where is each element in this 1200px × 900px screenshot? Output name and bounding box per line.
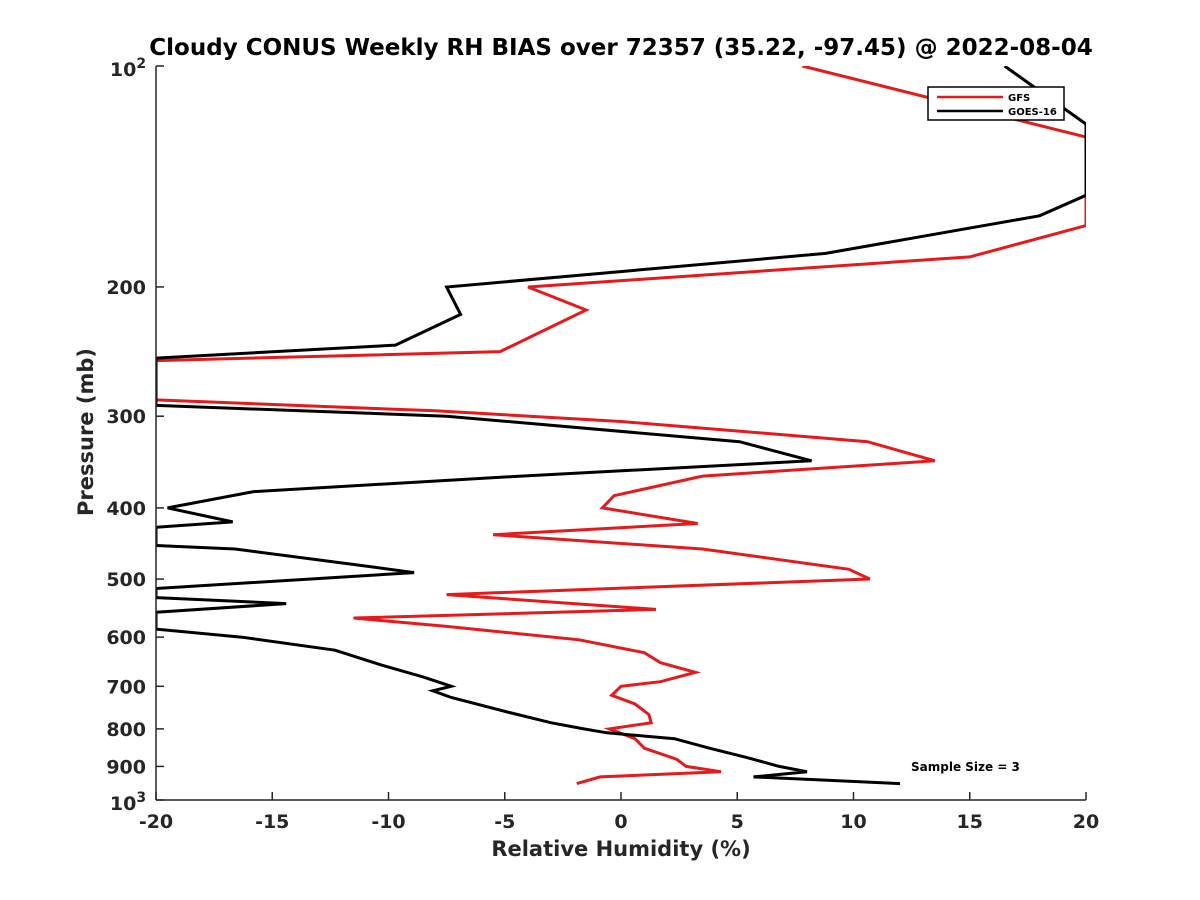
y-axis-label: Pressure (mb) bbox=[74, 348, 98, 516]
series-line-gfs bbox=[156, 66, 1086, 786]
legend-label-gfs: GFS bbox=[1008, 93, 1030, 104]
series-layer bbox=[156, 66, 1086, 786]
x-tick-label: -20 bbox=[139, 811, 173, 833]
y-tick-label-top: 102 bbox=[110, 56, 146, 81]
chart-title: Cloudy CONUS Weekly RH BIAS over 72357 (… bbox=[149, 35, 1092, 61]
plot-area: -20 -15 -10 -5 0 5 10 15 20 200 300 400 500 600 700 80… bbox=[106, 65, 1099, 833]
y-tick-label: 900 bbox=[106, 756, 146, 778]
x-tick-label: -15 bbox=[255, 811, 289, 833]
y-tick-label: 300 bbox=[106, 406, 146, 428]
legend: GFS GOES-16 bbox=[927, 86, 1065, 121]
y-tick-label: 600 bbox=[106, 627, 146, 649]
x-tick-label: 0 bbox=[614, 811, 627, 833]
x-axis-label: Relative Humidity (%) bbox=[491, 837, 750, 861]
y-tick-label: 200 bbox=[106, 277, 146, 299]
x-axis-ticks: -20 -15 -10 -5 0 5 10 15 20 bbox=[139, 792, 1099, 833]
y-tick-top-base: 10 bbox=[110, 59, 136, 81]
y-tick-label: 500 bbox=[106, 569, 146, 591]
x-tick-label: -10 bbox=[371, 811, 405, 833]
x-tick-label: -5 bbox=[494, 811, 515, 833]
x-tick-label: 15 bbox=[957, 811, 983, 833]
x-tick-label: 10 bbox=[840, 811, 866, 833]
y-tick-bottom-exp: 3 bbox=[136, 790, 146, 806]
legend-label-goes16: GOES-16 bbox=[1008, 107, 1057, 118]
sample-size-annotation: Sample Size = 3 bbox=[911, 760, 1020, 774]
y-tick-label: 400 bbox=[106, 498, 146, 520]
y-tick-bottom-base: 10 bbox=[110, 793, 136, 815]
y-axis-ticks: 200 300 400 500 600 700 800 900 bbox=[106, 65, 164, 801]
y-tick-label: 800 bbox=[106, 719, 146, 741]
x-tick-label: 5 bbox=[731, 811, 744, 833]
legend-box bbox=[927, 86, 1065, 121]
y-tick-label-bottom: 103 bbox=[110, 790, 146, 815]
series-line-goes-16 bbox=[156, 66, 1086, 786]
y-tick-top-exp: 2 bbox=[136, 56, 146, 72]
x-tick-label: 20 bbox=[1073, 811, 1099, 833]
y-tick-label: 700 bbox=[106, 676, 146, 698]
plot-background bbox=[156, 66, 1086, 800]
